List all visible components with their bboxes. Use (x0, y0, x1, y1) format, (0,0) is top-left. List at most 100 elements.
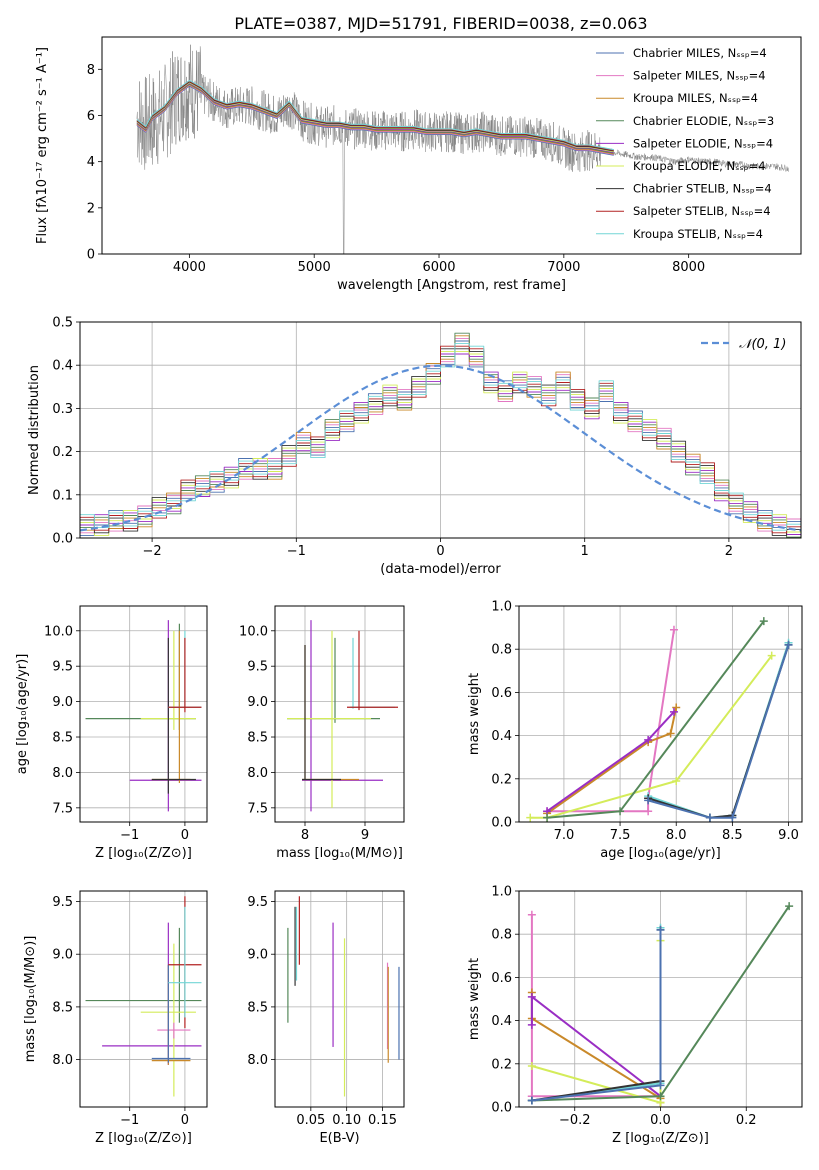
age_vs_Z-ytick-label: 8.5 (52, 731, 73, 746)
age_vs_mass-ytick-label: 7.5 (247, 801, 268, 816)
age_vs_Z-ylabel: age [log₁₀(age/yr)] (15, 654, 30, 775)
massweight_vs_Z-plot-area (519, 891, 802, 1107)
residuals-ytick-label: 0.4 (52, 359, 73, 374)
spectrum-legend-label: Chabrier MILES, Nₛₛₚ=4 (633, 46, 767, 60)
massweight_vs_age-ytick-label: 1.0 (491, 600, 512, 615)
massweight_vs_age-point (705, 813, 714, 822)
spectrum-xtick-label: 7000 (547, 260, 580, 275)
massweight_vs_Z-point (785, 902, 794, 911)
massweight_vs_Z-xtick-label: 0.0 (650, 1113, 671, 1128)
age_vs_mass-xlabel: mass [log₁₀(M/M⊙)] (276, 846, 403, 861)
massweight_vs_age-xtick-label: 7.5 (610, 828, 631, 843)
massweight_vs_age-point (543, 813, 552, 822)
mass_vs_ebv-xtick-label: 0.10 (332, 1113, 361, 1128)
massweight_vs_Z-ytick-label: 0.2 (491, 1057, 512, 1072)
figure-title: PLATE=0387, MJD=51791, FIBERID=0038, z=0… (234, 14, 647, 33)
mass_vs_ebv-ytick-label: 8.5 (247, 1000, 268, 1015)
residuals-xtick-label: 2 (725, 544, 733, 559)
residuals-frame (79, 321, 802, 539)
massweight_vs_age-ytick-label: 0.6 (491, 686, 512, 701)
massweight_vs_age-point (666, 729, 675, 738)
residuals-panel: −2 −1 0 1 2 0.0 0.1 0.2 0.3 0.4 0.5 (data-model)/er… (27, 316, 802, 577)
spectrum-legend-label: Kroupa STELIB, Nₛₛₚ=4 (633, 227, 763, 241)
spectrum-legend-label: Salpeter ELODIE, Nₛₛₚ=4 (633, 136, 773, 150)
residuals-xtick-label: −2 (143, 544, 162, 559)
massweight_vs_Z-ytick-label: 0.0 (491, 1101, 512, 1116)
massweight_vs_Z-series-line (530, 914, 662, 1103)
massweight_vs_Z-series-line (531, 940, 662, 1104)
age_vs_Z-xtick-label: −1 (120, 828, 139, 843)
age_vs_mass-ytick-label: 8.0 (247, 766, 268, 781)
massweight_vs_Z-point (656, 1081, 665, 1090)
massweight_vs_Z-series-line (531, 929, 662, 1102)
spectrum-xtick-label: 8000 (672, 260, 705, 275)
massweight_vs_Z-xtick-label: 0.2 (736, 1113, 757, 1128)
spectrum-legend-label: Chabrier ELODIE, Nₛₛₚ=3 (633, 114, 774, 128)
massweight_vs_Z-ytick-label: 0.4 (491, 1014, 512, 1029)
spectrum-ytick-label: 4 (87, 155, 95, 170)
massweight_vs_age-ytick-label: 0.0 (491, 816, 512, 831)
spectrum-xtick-label: 6000 (422, 260, 455, 275)
residuals-ytick-label: 0.3 (52, 402, 73, 417)
massweight_vs_age-ytick-label: 0.8 (491, 643, 512, 658)
spectrum-legend-label: Salpeter STELIB, Nₛₛₚ=4 (633, 204, 771, 218)
massweight_vs_age-point (644, 796, 653, 805)
massweight_vs_age-series-line (547, 629, 675, 813)
mass_vs_ebv-panel: 0.05 0.10 0.15 8.0 8.5 9.0 9.5 E(B-V) (247, 890, 405, 1146)
residuals-xtick-label: −1 (287, 544, 306, 559)
massweight_vs_Z-ytick-label: 1.0 (491, 885, 512, 900)
mass_vs_Z-ytick-label: 8.0 (52, 1053, 73, 1068)
residuals-ytick-label: 0.5 (52, 316, 73, 331)
spectrum-ylabel: Flux [fλ10⁻¹⁷ erg cm⁻² s⁻¹ A⁻¹] (35, 47, 50, 244)
mass_vs_Z-xlabel: Z [log₁₀(Z/Z⊙)] (95, 1131, 192, 1146)
massweight_vs_age-point (669, 707, 678, 716)
spectrum-panel: 4000 5000 6000 7000 8000 0 2 4 6 8 wavelength [Ang… (35, 36, 802, 293)
massweight_vs_age-point (616, 807, 625, 816)
spectrum-plot-area (136, 44, 789, 254)
mass_vs_Z-ytick-label: 9.5 (52, 895, 73, 910)
spectrum-legend-label: Salpeter MILES, Nₛₛₚ=4 (633, 69, 766, 83)
residual-histogram-step (80, 343, 801, 531)
massweight_vs_age-point (767, 651, 776, 660)
age_vs_Z-ytick-label: 9.0 (52, 695, 73, 710)
mass_vs_ebv-ytick-label: 9.0 (247, 948, 268, 963)
mass_vs_Z-panel: −1 0 8.0 8.5 9.0 9.5 Z [log₁₀(Z/Z⊙)] mass [log₁… (23, 890, 208, 1146)
residuals-xtick-label: 1 (581, 544, 589, 559)
massweight_vs_Z-series-line (531, 929, 662, 1102)
massweight_vs_age-point (672, 703, 681, 712)
massweight_vs_Z-xlabel: Z [log₁₀(Z/Z⊙)] (612, 1131, 709, 1146)
spectrum-xtick-label: 5000 (298, 260, 331, 275)
massweight_vs_age-point (644, 807, 653, 816)
age_vs_mass-ytick-label: 9.0 (247, 695, 268, 710)
mass_vs_Z-xtick-label: 0 (181, 1113, 189, 1128)
spectrum-frame (101, 36, 802, 255)
age_vs_Z-xlabel: Z [log₁₀(Z/Z⊙)] (95, 846, 192, 861)
massweight_vs_age-point (784, 640, 793, 649)
spectrum-model-line (136, 79, 614, 151)
massweight_vs_Z-series-line (531, 927, 662, 1102)
mass_vs_ebv-frame (274, 890, 405, 1108)
massweight_vs_age-xtick-label: 8.5 (722, 828, 743, 843)
age_vs_Z-panel: −1 0 7.5 8.0 8.5 9.0 9.5 10.0 Z [log₁₀(Z/Z⊙)] age… (15, 605, 208, 861)
mass_vs_Z-ytick-label: 9.0 (52, 948, 73, 963)
gaussian-reference-curve (80, 364, 801, 532)
residuals-ytick-label: 0.0 (52, 532, 73, 547)
residuals-plot-area (80, 322, 801, 538)
massweight_vs_Z-point (527, 1061, 536, 1070)
massweight_vs_age-xtick-label: 9.0 (778, 828, 799, 843)
mass_vs_ebv-xlabel: E(B-V) (319, 1131, 359, 1146)
age_vs_Z-frame (79, 605, 208, 823)
massweight_vs_Z-panel: −0.2 0.0 0.2 0.0 0.2 0.4 0.6 0.8 1.0 Z [log₁₀(Z/Z… (467, 885, 803, 1146)
massweight_vs_age-series-line (647, 644, 790, 819)
residuals-xlabel: (data-model)/error (380, 562, 501, 577)
massweight_vs_Z-point (656, 1092, 665, 1101)
age_vs_mass-ytick-label: 9.5 (247, 660, 268, 675)
massweight_vs_age-series-line (546, 707, 678, 815)
massweight_vs_age-frame (518, 605, 803, 823)
mass_vs_Z-plot-area (80, 891, 207, 1107)
mass_vs_Z-ylabel: mass [log₁₀(M/M⊙)] (23, 936, 38, 1063)
massweight_vs_Z-ylabel: mass weight (467, 958, 482, 1040)
spectrum-ytick-label: 8 (87, 63, 95, 78)
mass_vs_ebv-ytick-label: 9.5 (247, 895, 268, 910)
